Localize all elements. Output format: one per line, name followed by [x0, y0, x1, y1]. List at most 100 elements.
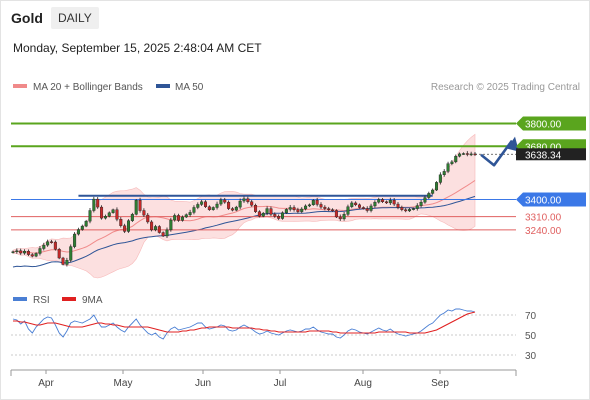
candle-body	[411, 208, 415, 210]
credit-text: Research © 2025 Trading Central	[431, 82, 580, 93]
candle-body	[373, 201, 377, 207]
candle-body	[123, 225, 127, 232]
candle-body	[261, 212, 265, 217]
projection-arrow	[480, 139, 514, 167]
candle-body	[192, 207, 196, 213]
chart-header: Gold DAILY	[0, 0, 590, 36]
rsi-tick-30: 30	[525, 351, 537, 362]
x-label-Jul: Jul	[274, 378, 287, 389]
candle-body	[281, 212, 285, 219]
candle-body	[254, 204, 258, 212]
candle-body	[438, 174, 442, 183]
candle-body	[219, 199, 223, 205]
candle-body	[350, 202, 354, 207]
candle-body	[196, 204, 200, 208]
candle-body	[184, 214, 188, 218]
candle-body	[334, 210, 338, 218]
candle-body	[435, 182, 439, 191]
candle-body	[96, 198, 100, 208]
candle-body	[26, 250, 30, 255]
candle-body	[427, 193, 431, 198]
candle-body	[458, 153, 462, 157]
candle-body	[338, 216, 342, 220]
candle-body	[358, 204, 362, 208]
candle-body	[173, 215, 177, 221]
candle-body	[292, 207, 296, 210]
level-tag-3400.00	[516, 192, 586, 207]
candle-body	[84, 220, 88, 227]
candle-body	[227, 201, 231, 209]
current-price-tag	[516, 148, 586, 161]
candle-body	[392, 200, 396, 205]
candle-body	[211, 207, 215, 210]
candle-body	[46, 241, 50, 246]
ma50-legend-swatch	[156, 84, 170, 88]
candle-body	[126, 220, 130, 232]
candle-body	[431, 189, 435, 194]
candle-body	[465, 153, 469, 155]
candle-body	[88, 210, 92, 222]
candle-body	[242, 198, 246, 202]
candle-body	[307, 204, 311, 207]
x-label-Sep: Sep	[431, 378, 449, 389]
candle-body	[423, 197, 427, 203]
candle-body	[415, 205, 419, 209]
candle-body	[246, 198, 250, 202]
ma50-legend-label: MA 50	[175, 82, 204, 93]
candle-body	[42, 244, 46, 249]
candle-body	[107, 212, 111, 217]
candle-body	[250, 201, 254, 206]
candle-body	[130, 214, 134, 221]
candle-body	[223, 199, 227, 203]
candle-body	[304, 205, 308, 210]
candle-body	[11, 251, 15, 253]
rsi-legend-swatch	[13, 297, 27, 301]
candle-body	[315, 200, 319, 205]
candle-body	[157, 226, 161, 233]
candle-body	[92, 198, 96, 211]
bollinger-band	[12, 133, 476, 279]
candle-body	[180, 216, 184, 221]
candle-body	[111, 209, 115, 213]
candle-body	[311, 200, 315, 206]
rsi-legend-label: RSI	[33, 295, 50, 306]
candle-body	[342, 214, 346, 220]
candle-body	[296, 209, 300, 212]
x-label-Jun: Jun	[195, 378, 211, 389]
candle-body	[103, 216, 107, 219]
candle-body	[30, 254, 34, 257]
chart-datetime: Monday, September 15, 2025 2:48:04 AM CE…	[13, 41, 262, 55]
x-label-Aug: Aug	[354, 378, 372, 389]
candle-body	[388, 200, 392, 204]
rsi-series-ma	[13, 311, 476, 334]
candle-body	[238, 200, 242, 208]
candle-body	[454, 155, 458, 163]
candle-body	[300, 208, 304, 212]
candle-body	[138, 200, 142, 211]
candle-body	[400, 207, 404, 210]
candle-body	[215, 203, 219, 208]
candle-body	[442, 171, 446, 176]
x-label-May: May	[114, 378, 133, 389]
candle-body	[134, 200, 138, 215]
candle-body	[119, 219, 123, 226]
candle-body	[203, 201, 207, 207]
candle-body	[15, 250, 19, 253]
candle-body	[384, 201, 388, 204]
candle-body	[207, 206, 211, 210]
candle-body	[153, 226, 157, 231]
candle-body	[188, 212, 192, 215]
candle-body	[346, 206, 350, 215]
level-label-3400.00: 3400.00	[525, 196, 562, 207]
candle-body	[177, 215, 181, 221]
candle-body	[469, 153, 473, 156]
level-label-3680.00: 3680.00	[525, 142, 562, 153]
candle-body	[69, 246, 73, 261]
candle-body	[19, 250, 23, 254]
candle-body	[461, 153, 465, 155]
level-tag-3800.00	[516, 116, 586, 131]
timeframe-badge[interactable]: DAILY	[51, 7, 99, 29]
candle-body	[38, 248, 42, 254]
candle-body	[288, 207, 292, 210]
candle-body	[473, 153, 477, 156]
